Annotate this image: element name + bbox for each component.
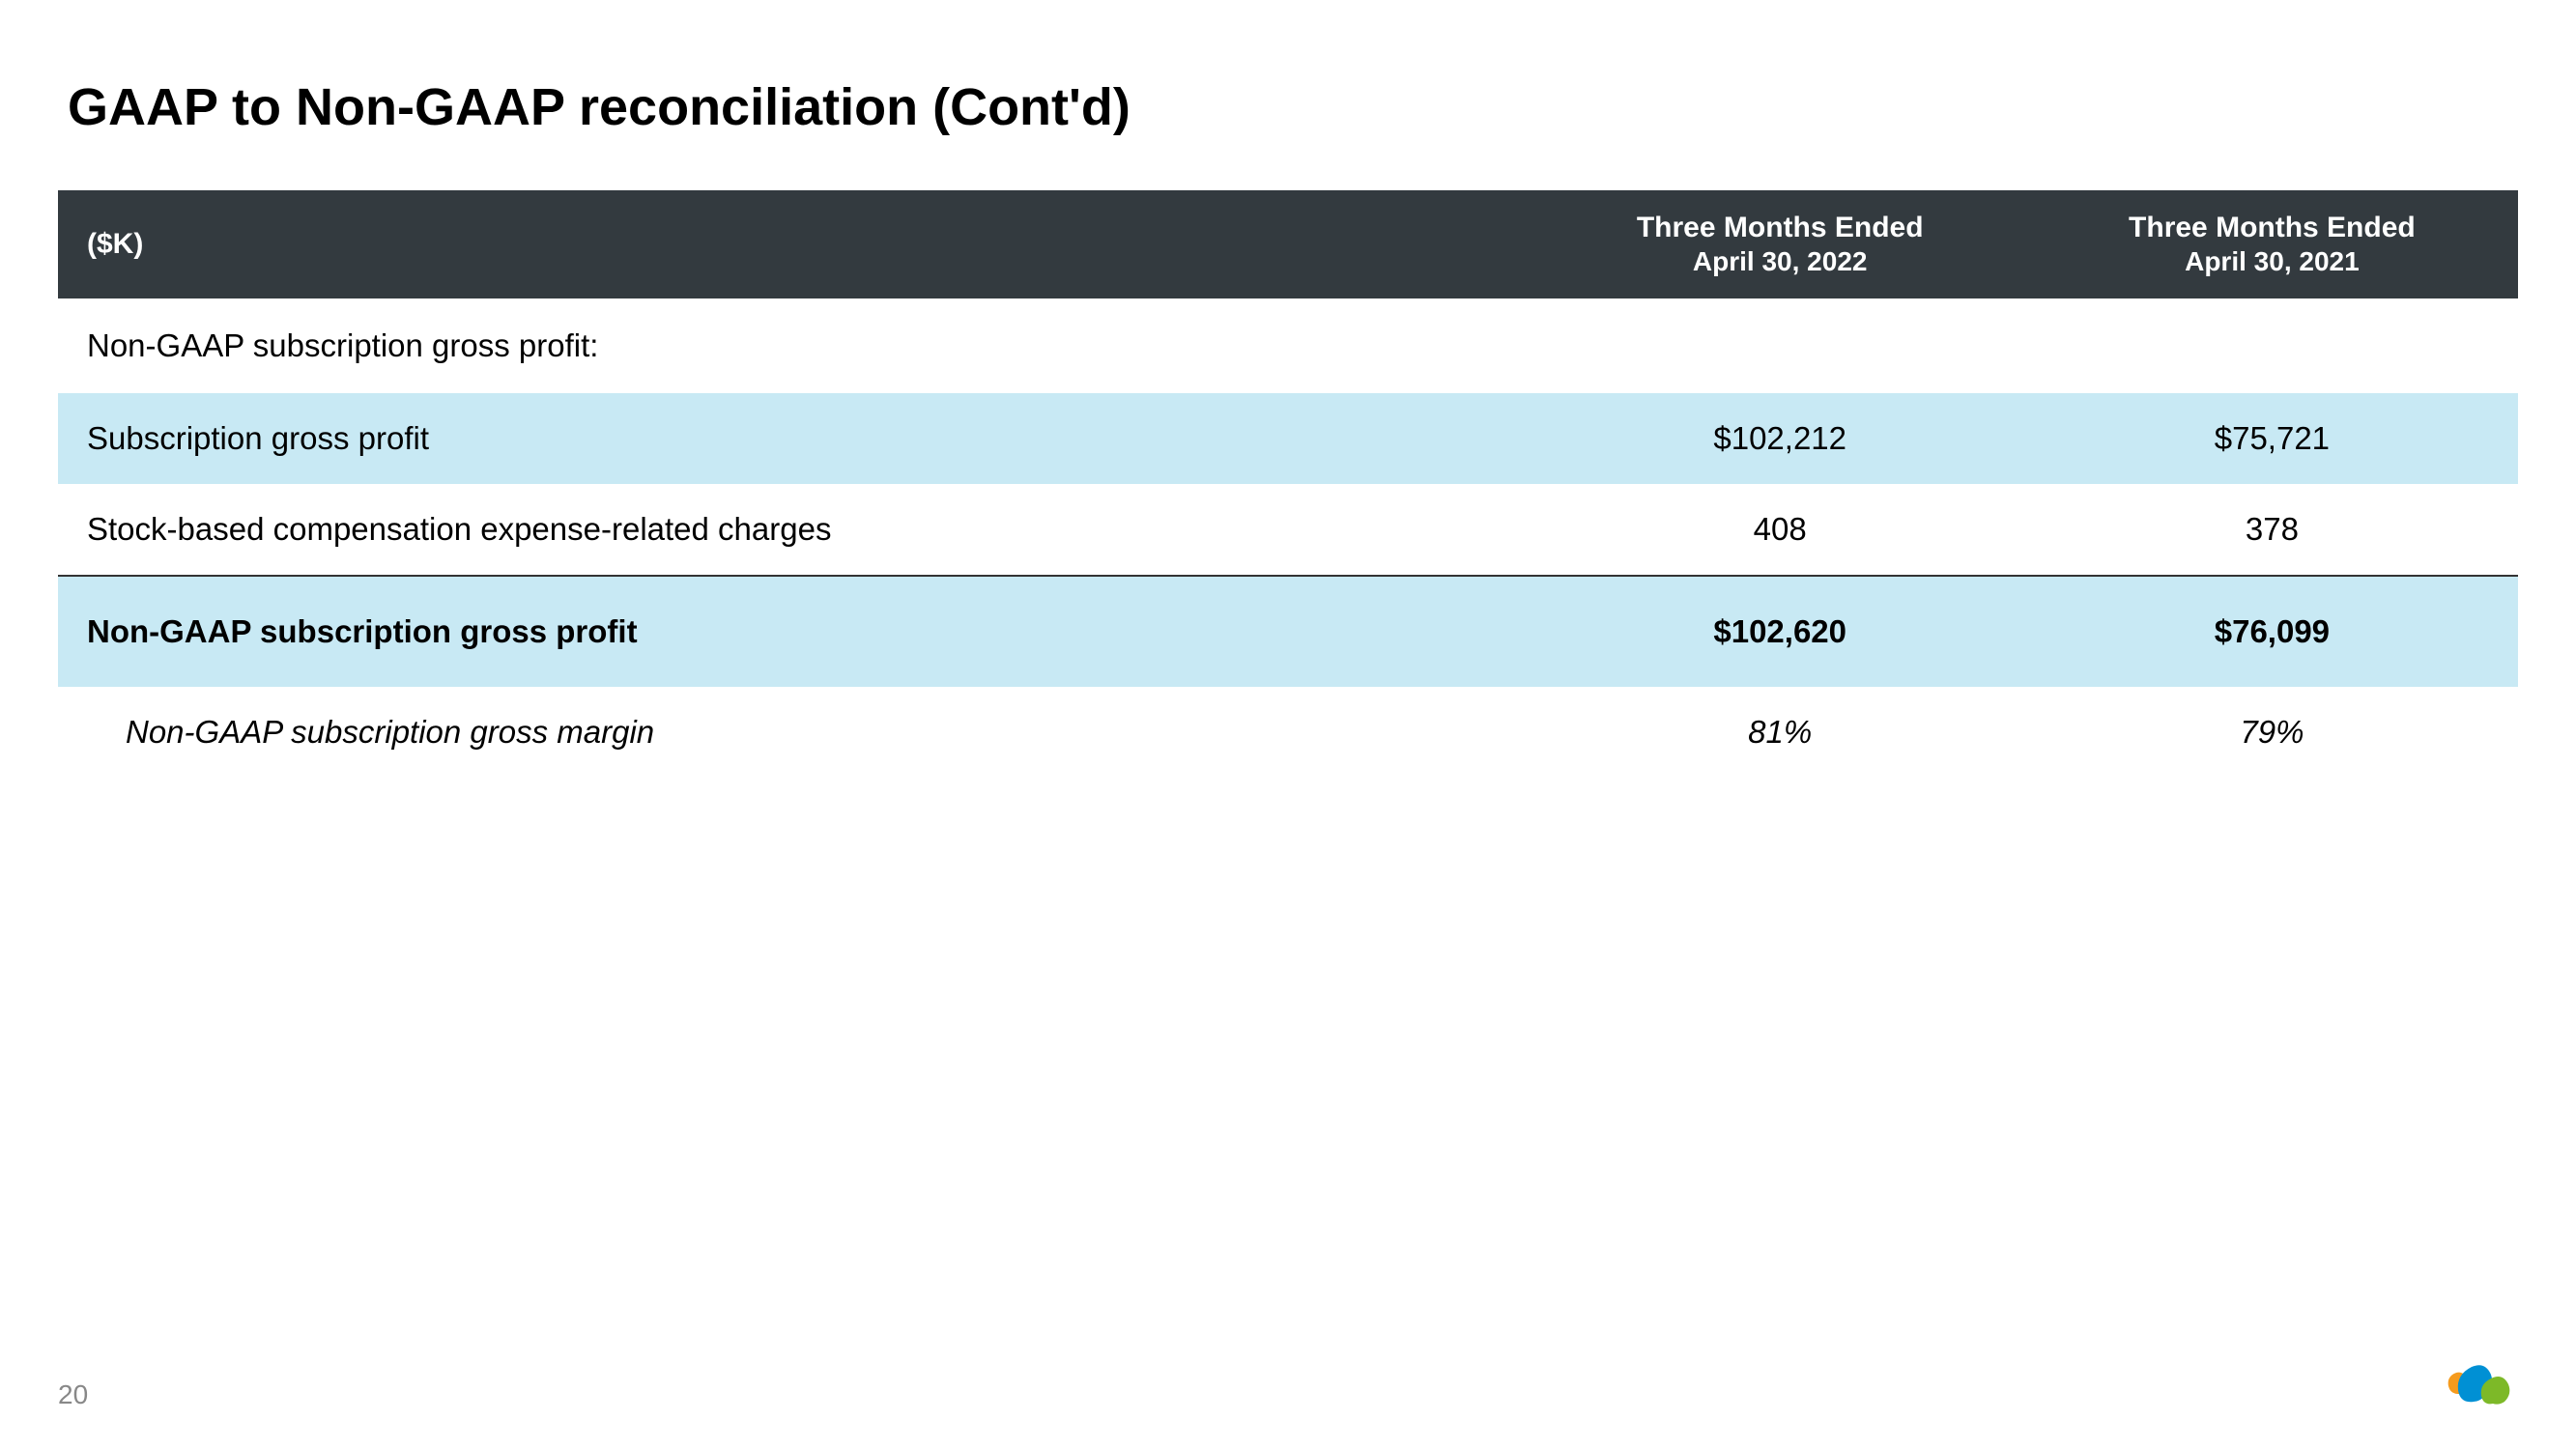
table-row: Non-GAAP subscription gross margin81%79% — [58, 687, 2518, 778]
header-period-2: Three Months Ended April 30, 2021 — [2026, 190, 2518, 298]
row-value-1 — [1534, 298, 2026, 393]
row-label: Stock-based compensation expense-related… — [58, 484, 1534, 576]
row-value-2: 79% — [2026, 687, 2518, 778]
reconciliation-table: ($K) Three Months Ended April 30, 2022 T… — [58, 190, 2518, 778]
row-value-2: 378 — [2026, 484, 2518, 576]
row-label: Non-GAAP subscription gross profit — [58, 576, 1534, 687]
table-body: Non-GAAP subscription gross profit:Subsc… — [58, 298, 2518, 778]
page-title: GAAP to Non-GAAP reconciliation (Cont'd) — [68, 77, 2518, 137]
header-period-2-line2: April 30, 2021 — [2055, 246, 2489, 277]
row-value-1: 81% — [1534, 687, 2026, 778]
row-value-1: 408 — [1534, 484, 2026, 576]
table-row: Non-GAAP subscription gross profit: — [58, 298, 2518, 393]
row-value-1: $102,212 — [1534, 393, 2026, 484]
row-value-2: $76,099 — [2026, 576, 2518, 687]
table-row: Non-GAAP subscription gross profit$102,6… — [58, 576, 2518, 687]
table-row: Stock-based compensation expense-related… — [58, 484, 2518, 576]
header-unit: ($K) — [58, 190, 1534, 298]
table-header-row: ($K) Three Months Ended April 30, 2022 T… — [58, 190, 2518, 298]
row-label: Non-GAAP subscription gross margin — [58, 687, 1534, 778]
header-period-1-line2: April 30, 2022 — [1563, 246, 1997, 277]
row-label: Subscription gross profit — [58, 393, 1534, 484]
table-row: Subscription gross profit$102,212$75,721 — [58, 393, 2518, 484]
row-value-2 — [2026, 298, 2518, 393]
page-number: 20 — [58, 1379, 88, 1410]
header-period-2-line1: Three Months Ended — [2129, 212, 2416, 243]
header-period-1-line1: Three Months Ended — [1637, 212, 1924, 243]
header-period-1: Three Months Ended April 30, 2022 — [1534, 190, 2026, 298]
row-value-2: $75,721 — [2026, 393, 2518, 484]
company-logo-icon — [2441, 1348, 2518, 1420]
row-value-1: $102,620 — [1534, 576, 2026, 687]
row-label: Non-GAAP subscription gross profit: — [58, 298, 1534, 393]
